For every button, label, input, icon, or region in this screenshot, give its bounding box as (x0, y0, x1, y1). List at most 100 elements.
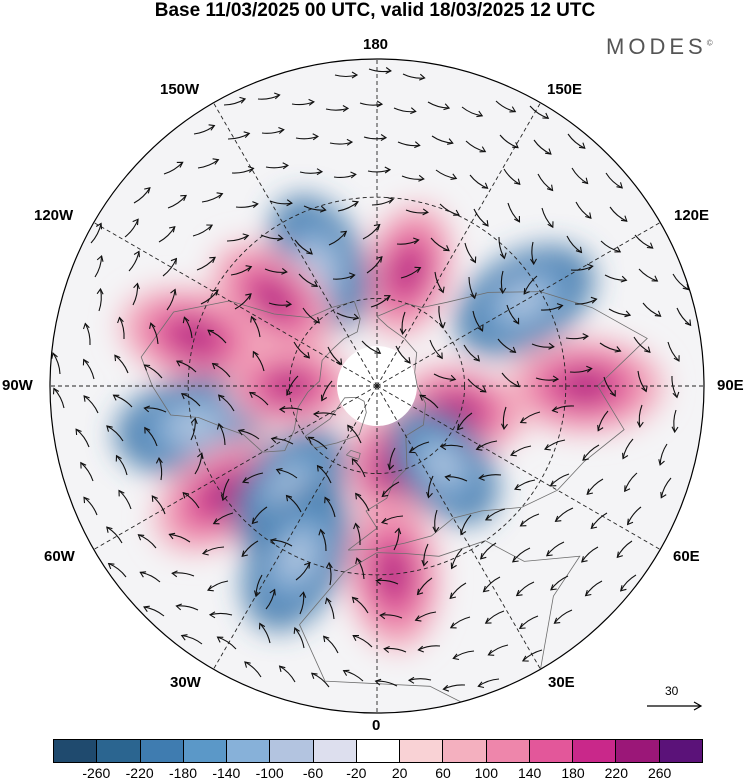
colorbar-swatch (616, 740, 660, 762)
wind-vector (96, 287, 104, 312)
wind-vector (318, 528, 327, 552)
wind-vector (241, 540, 259, 558)
wind-vector (521, 649, 543, 662)
coastline (346, 449, 361, 460)
wind-vector (231, 165, 255, 174)
wind-vector (452, 650, 475, 661)
map-boundary (49, 58, 705, 714)
colorbar-tick-label: 220 (604, 765, 629, 781)
wind-vector (565, 333, 589, 341)
wind-vector (82, 358, 95, 380)
wind-vector (149, 322, 159, 345)
wind-vector (192, 224, 214, 237)
wind-vector (515, 581, 535, 597)
wind-vector (227, 131, 251, 140)
wind-vector (482, 576, 501, 593)
colorbar-swatch (140, 740, 184, 762)
wind-vector (257, 92, 281, 100)
colorbar-swatch (443, 740, 487, 762)
wind-vector (442, 684, 466, 692)
wind-vector (193, 124, 216, 135)
colorbar-tick-label: -180 (168, 765, 198, 781)
wind-vector (244, 661, 262, 678)
wind-vector (124, 218, 139, 238)
wind-vector (460, 514, 472, 536)
wind-vector (518, 615, 539, 630)
wind-vector (268, 300, 293, 308)
wind-vector (201, 192, 224, 203)
wind-vector (435, 169, 458, 180)
wind-vector (180, 393, 201, 407)
wind-vector (143, 605, 165, 617)
wind-vector (285, 494, 302, 513)
wind-vector (115, 454, 128, 476)
wind-vector (51, 352, 61, 375)
wind-vector (511, 547, 531, 563)
wind-vector (438, 305, 446, 329)
wind-vector (401, 174, 425, 182)
colorbar-swatch (573, 740, 617, 762)
wind-vector (359, 100, 384, 108)
wind-vector (374, 678, 398, 687)
meridian-line (93, 222, 378, 387)
wind-vector (450, 548, 463, 570)
colorbar-tick-label: -140 (212, 765, 241, 781)
wind-vector (553, 609, 573, 624)
wind-vector (497, 338, 517, 353)
meridian-line (213, 385, 378, 670)
wind-vector (586, 478, 604, 496)
wind-vector (216, 636, 237, 650)
wind-vector (163, 161, 184, 175)
wind-vector (540, 303, 564, 311)
negative-anomaly-center (388, 406, 498, 524)
wind-vector (316, 464, 332, 484)
wind-vector (499, 270, 507, 295)
wind-vector (167, 194, 187, 209)
wind-vector (417, 645, 441, 653)
wind-vector (581, 546, 599, 563)
meridian-line (376, 385, 541, 670)
wind-vector (190, 417, 198, 441)
colorbar-tick-label: -100 (255, 765, 284, 781)
wind-vector (379, 612, 403, 620)
wind-vector (484, 610, 505, 624)
wind-vector (75, 428, 90, 448)
wind-vector (342, 669, 364, 682)
wind-vector (328, 230, 348, 246)
wind-vector (570, 263, 594, 271)
wind-vector (158, 225, 176, 243)
wind-vector (550, 575, 569, 591)
wind-vector (329, 138, 354, 146)
wind-vector (143, 405, 167, 413)
wind-vector (264, 267, 288, 275)
wind-vector (416, 577, 433, 596)
wind-vector (294, 239, 313, 255)
wind-vector (642, 302, 662, 317)
wind-vector (327, 346, 343, 366)
wind-vector (168, 532, 191, 543)
wind-vector (144, 426, 158, 447)
positive-anomaly-center (118, 287, 271, 388)
wind-vector (600, 240, 622, 253)
meridian-line (376, 102, 541, 387)
wind-vector (506, 304, 520, 325)
wind-vector (216, 422, 226, 446)
wind-vector (334, 71, 359, 79)
lon-label-90e: 90E (717, 377, 744, 394)
wind-vector (465, 140, 487, 153)
wind-vector (351, 458, 366, 478)
wind-vector (636, 404, 644, 428)
wind-vector (484, 508, 506, 521)
wind-vector (535, 375, 560, 383)
coastline (140, 300, 361, 453)
lon-label-30e: 30E (548, 674, 575, 691)
wind-vector (456, 412, 473, 431)
wind-vector (333, 171, 357, 179)
wind-vector (291, 98, 315, 106)
wind-vector (619, 574, 637, 592)
wind-vector (52, 387, 65, 409)
wind-vector (408, 441, 430, 454)
wind-vector (599, 342, 622, 353)
wind-vector (260, 234, 284, 242)
wind-vector (351, 596, 369, 614)
